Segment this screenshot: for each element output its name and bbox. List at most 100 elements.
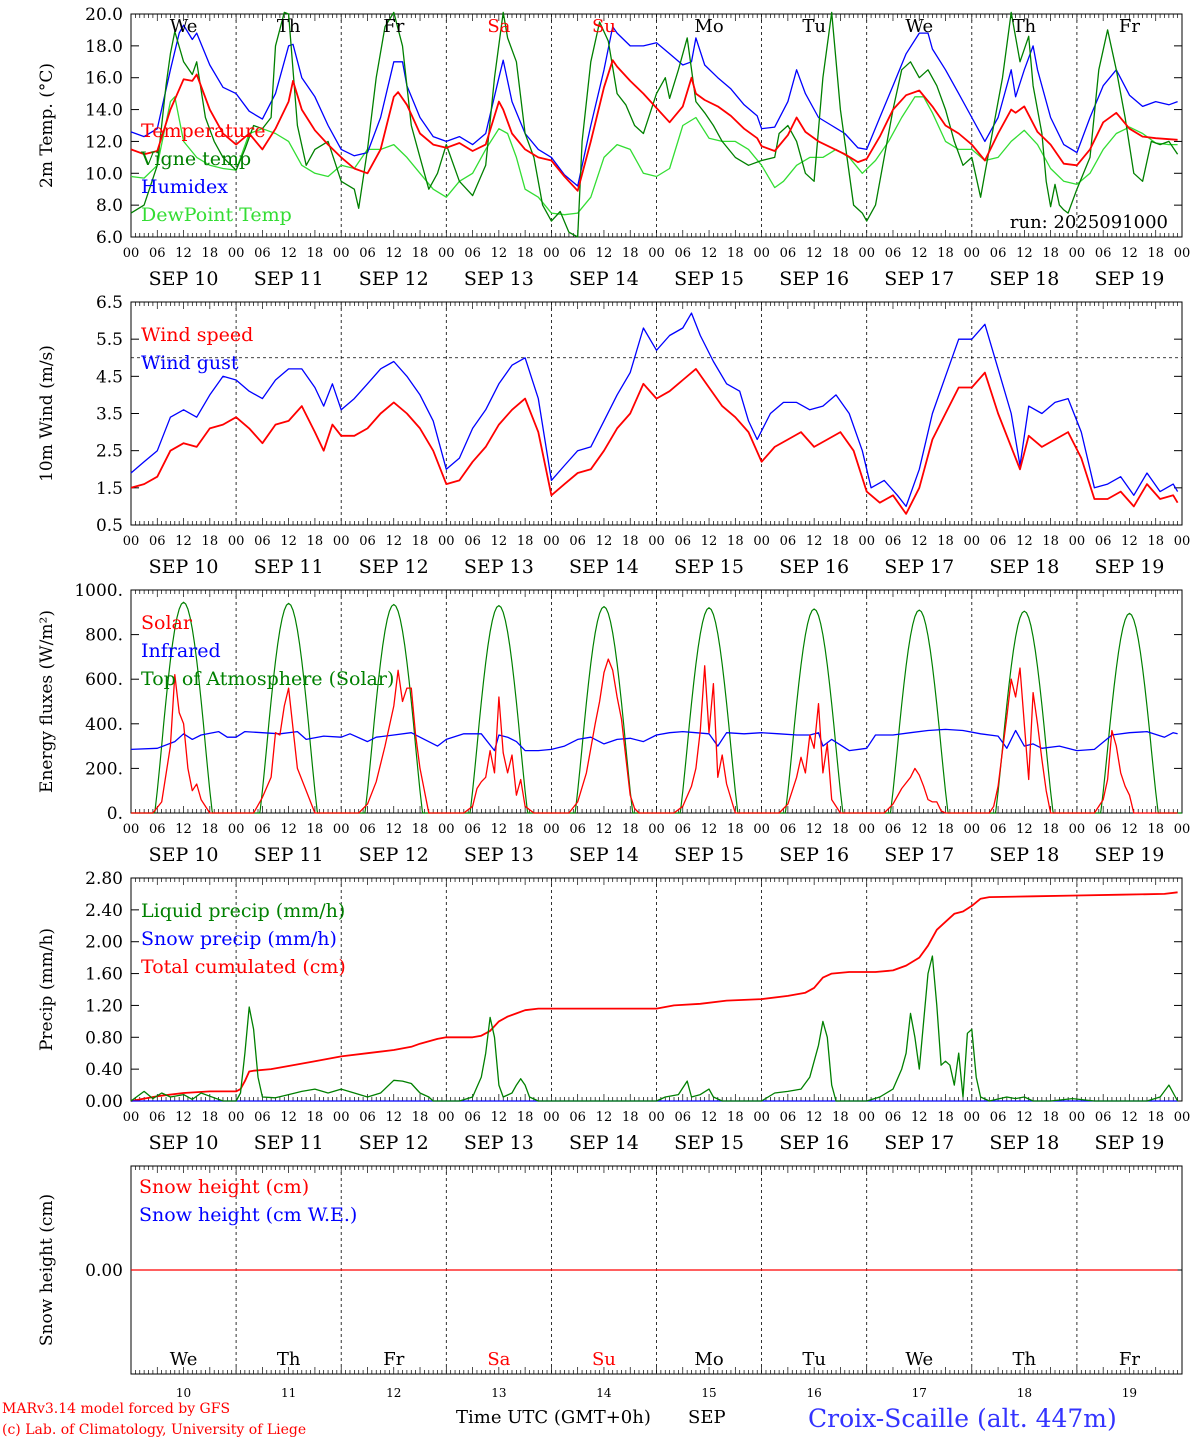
y-tick-label: 1000. — [74, 581, 123, 601]
hour-label: 00 — [753, 246, 770, 261]
hour-label: 18 — [832, 246, 849, 261]
y-tick-label: 0.5 — [96, 516, 123, 536]
hour-label: 12 — [280, 1110, 297, 1125]
hour-label: 18 — [937, 1110, 954, 1125]
hour-label: 12 — [701, 534, 718, 549]
hour-label: 00 — [333, 246, 350, 261]
y-tick-label: 16.0 — [85, 69, 123, 89]
date-label: SEP 11 — [254, 1132, 324, 1154]
hour-label: 00 — [964, 822, 981, 837]
hour-label: 06 — [1095, 534, 1112, 549]
hour-label: 18 — [937, 534, 954, 549]
hour-label: 12 — [175, 1110, 192, 1125]
hour-label: 00 — [123, 246, 140, 261]
hour-label: 06 — [675, 822, 692, 837]
hour-label: 12 — [1016, 534, 1033, 549]
legend-entry: Total cumulated (cm) — [141, 956, 346, 978]
date-label: SEP 19 — [1095, 268, 1165, 290]
date-label: SEP 13 — [464, 844, 534, 866]
hour-label: 18 — [412, 1110, 429, 1125]
hour-label: 18 — [937, 246, 954, 261]
hour-label: 06 — [990, 534, 1007, 549]
hour-label: 00 — [964, 1110, 981, 1125]
hour-label: 18 — [622, 1110, 639, 1125]
date-label: SEP 17 — [884, 268, 954, 290]
hour-label: 06 — [569, 246, 586, 261]
y-tick-label: 800. — [85, 626, 123, 646]
date-label: SEP 11 — [254, 844, 324, 866]
hour-label: 18 — [1042, 1110, 1059, 1125]
y-tick-label: 0.00 — [85, 1092, 123, 1112]
legend-entry: Snow precip (mm/h) — [141, 928, 337, 950]
date-label: SEP 18 — [989, 844, 1059, 866]
hour-label: 00 — [1069, 534, 1086, 549]
day-abbrev: Tu — [802, 16, 826, 37]
hour-label: 18 — [832, 822, 849, 837]
day-abbrev: Fr — [383, 16, 404, 37]
date-label: SEP 15 — [674, 556, 744, 578]
day-number: 19 — [1122, 1386, 1137, 1400]
y-axis-title: Precip (mm/h) — [37, 928, 57, 1051]
hour-label: 12 — [596, 822, 613, 837]
station-title: Croix-Scaille (alt. 447m) — [808, 1404, 1117, 1433]
hour-label: 00 — [543, 1110, 560, 1125]
series-liquid-precip-mm-h-line — [130, 955, 1179, 1102]
hour-label: 00 — [123, 1110, 140, 1125]
y-tick-label: 5.5 — [96, 330, 123, 350]
hour-label: 18 — [307, 1110, 324, 1125]
y-tick-label: 14.0 — [85, 101, 123, 121]
day-number: 16 — [807, 1386, 822, 1400]
legend-entry: Wind gust — [141, 352, 239, 374]
hour-label: 12 — [911, 1110, 928, 1125]
date-label: SEP 15 — [674, 844, 744, 866]
hour-label: 00 — [858, 246, 875, 261]
hour-label: 12 — [1121, 1110, 1138, 1125]
hour-label: 00 — [228, 822, 245, 837]
plot-frame — [130, 301, 1183, 526]
hour-label: 18 — [412, 534, 429, 549]
hour-label: 12 — [385, 246, 402, 261]
hour-label: 12 — [175, 246, 192, 261]
hour-label: 00 — [333, 822, 350, 837]
y-tick-label: 3.5 — [96, 405, 123, 425]
hour-label: 00 — [543, 534, 560, 549]
hour-label: 06 — [464, 1110, 481, 1125]
day-abbrev: Th — [1013, 1349, 1037, 1370]
hour-label: 06 — [675, 1110, 692, 1125]
hour-label: 18 — [1147, 534, 1164, 549]
y-tick-label: 0.40 — [85, 1060, 123, 1080]
date-label: SEP 12 — [359, 556, 429, 578]
hour-labels: 00 06 12 18 00 06 12 18 00 06 12 18 00 06 12 18 00 06 12 18… — [123, 246, 1191, 261]
hour-label: 18 — [727, 822, 744, 837]
hour-label: 00 — [648, 822, 665, 837]
date-label: SEP 15 — [674, 268, 744, 290]
hour-label: 18 — [727, 1110, 744, 1125]
y-tick-label: 0. — [107, 804, 123, 824]
hour-label: 18 — [202, 822, 219, 837]
hour-label: 06 — [569, 534, 586, 549]
y-tick-label: 20.0 — [85, 5, 123, 25]
hour-label: 00 — [858, 534, 875, 549]
y-tick-label: 0.00 — [85, 1261, 123, 1281]
hour-label: 12 — [911, 822, 928, 837]
panel-3: 0. 200. 400. 600. 800. 1000. Energy fluxes (W/… — [37, 581, 1190, 866]
date-label: SEP 19 — [1095, 844, 1165, 866]
hour-label: 00 — [648, 534, 665, 549]
date-label: SEP 16 — [779, 556, 849, 578]
hour-label: 18 — [202, 1110, 219, 1125]
hour-label: 12 — [1121, 246, 1138, 261]
hour-label: 12 — [701, 246, 718, 261]
hour-label: 12 — [491, 246, 508, 261]
date-label: SEP 10 — [149, 1132, 219, 1154]
hour-ticks — [130, 302, 1183, 525]
hour-label: 12 — [1121, 822, 1138, 837]
hour-label: 06 — [780, 246, 797, 261]
day-abbrev: We — [905, 16, 933, 37]
hour-label: 06 — [990, 1110, 1007, 1125]
hour-label: 00 — [753, 822, 770, 837]
hour-label: 00 — [1069, 246, 1086, 261]
legend-entry: Solar — [141, 612, 193, 634]
date-label: SEP 10 — [149, 844, 219, 866]
y-tick-label: 2.5 — [96, 442, 123, 462]
